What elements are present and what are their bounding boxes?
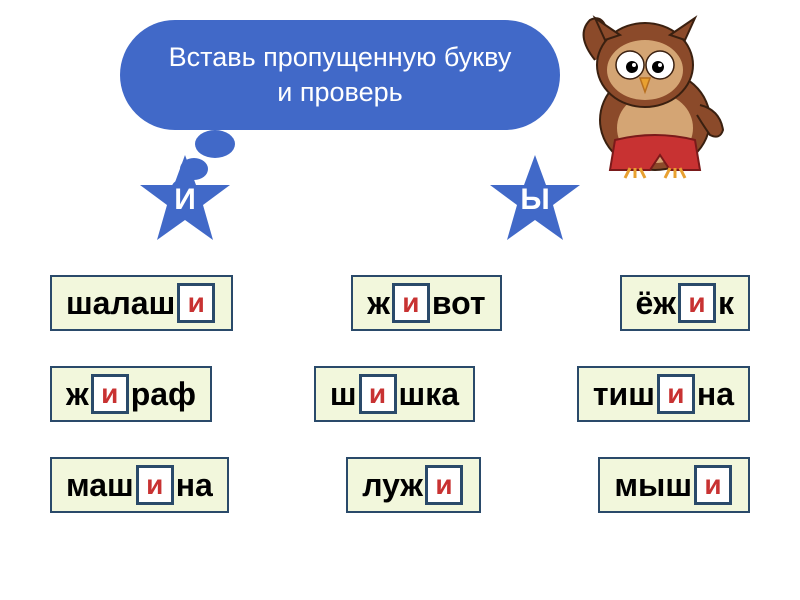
answer-letter: и xyxy=(392,283,430,323)
star-letter: Ы xyxy=(520,183,549,217)
answer-letter: и xyxy=(177,283,215,323)
word-row: шалаши живот ёжик xyxy=(50,275,750,331)
word-box[interactable]: мыши xyxy=(598,457,750,513)
word-prefix: шалаш xyxy=(66,285,175,322)
word-box[interactable]: лужи xyxy=(346,457,481,513)
answer-letter: и xyxy=(359,374,397,414)
word-box[interactable]: шишка xyxy=(314,366,475,422)
word-suffix: вот xyxy=(432,285,486,322)
answer-letter: и xyxy=(136,465,174,505)
instruction-text: Вставь пропущенную букву и проверь xyxy=(149,40,532,110)
word-box[interactable]: ёжик xyxy=(620,275,751,331)
word-prefix: мыш xyxy=(614,467,692,504)
word-row: жираф шишка тишина xyxy=(50,366,750,422)
word-prefix: луж xyxy=(362,467,423,504)
owl-character xyxy=(565,10,745,180)
word-prefix: ш xyxy=(330,376,357,413)
answer-letter: и xyxy=(694,465,732,505)
word-suffix: раф xyxy=(131,376,196,413)
word-grid: шалаши живот ёжик жираф шишка тишина маш… xyxy=(50,275,750,548)
answer-letter: и xyxy=(678,283,716,323)
instruction-bubble: Вставь пропущенную букву и проверь xyxy=(120,20,560,130)
word-box[interactable]: живот xyxy=(351,275,501,331)
word-box[interactable]: жираф xyxy=(50,366,212,422)
word-suffix: шка xyxy=(399,376,459,413)
answer-letter: и xyxy=(425,465,463,505)
answer-letter: и xyxy=(91,374,129,414)
word-suffix: на xyxy=(176,467,213,504)
word-prefix: ж xyxy=(367,285,390,322)
word-prefix: маш xyxy=(66,467,134,504)
word-box[interactable]: машина xyxy=(50,457,229,513)
letter-choice-star[interactable]: Ы xyxy=(485,150,585,250)
word-prefix: тиш xyxy=(593,376,655,413)
word-box[interactable]: тишина xyxy=(577,366,750,422)
letter-choice-star[interactable]: И xyxy=(135,150,235,250)
word-prefix: ж xyxy=(66,376,89,413)
word-row: машина лужи мыши xyxy=(50,457,750,513)
word-box[interactable]: шалаши xyxy=(50,275,233,331)
word-suffix: к xyxy=(718,285,734,322)
word-prefix: ёж xyxy=(636,285,676,322)
word-suffix: на xyxy=(697,376,734,413)
answer-letter: и xyxy=(657,374,695,414)
star-letter: И xyxy=(174,183,196,217)
